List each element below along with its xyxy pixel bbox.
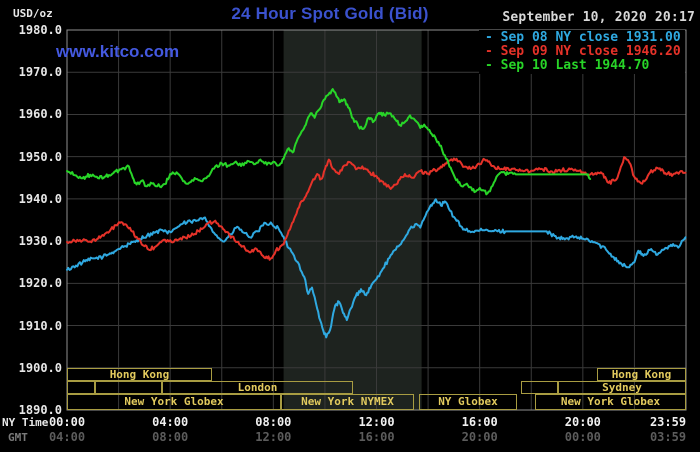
y-tick-label: 1940.0 xyxy=(18,191,62,206)
x-tick-gmt: 03:59 xyxy=(649,430,687,444)
price-line-sep-10-last xyxy=(66,88,592,196)
session-box xyxy=(95,381,162,394)
session-box xyxy=(67,381,95,394)
session-box-new-york-globex: New York Globex xyxy=(67,394,281,410)
y-tick-label: 1920.0 xyxy=(18,276,62,291)
legend-label: Sep 08 NY close 1931.00 xyxy=(500,30,681,45)
session-box-new-york-nymex: New York NYMEX xyxy=(281,394,414,410)
x-tick-gmt: 04:00 xyxy=(48,430,86,444)
y-tick-label: 1950.0 xyxy=(18,149,62,164)
kitco-watermark-link[interactable]: www.kitco.com xyxy=(56,42,180,61)
session-box-sydney: Sydney xyxy=(558,381,686,394)
x-tick-ny-time: 04:00 xyxy=(152,415,189,429)
x-tick-gmt: 16:00 xyxy=(358,430,395,444)
chart-title: 24 Hour Spot Gold (Bid) xyxy=(231,4,429,23)
legend-label: Sep 10 Last 1944.70 xyxy=(500,58,650,73)
x-tick-ny-time: 08:00 xyxy=(255,415,292,429)
session-box xyxy=(521,381,558,394)
y-tick-label: 1890.0 xyxy=(18,403,62,417)
y-axis-unit-label: USD/oz xyxy=(13,7,53,20)
x-tick-ny-time: 12:00 xyxy=(358,415,395,429)
x-tick-ny-time: 23:59 xyxy=(649,415,687,429)
x-axis-name-gmt: GMT xyxy=(8,431,28,444)
chart-datetime: September 10, 2020 20:17 xyxy=(502,10,695,25)
legend-dash-icon: - xyxy=(485,44,501,59)
price-line-sep-08-ny-close xyxy=(66,198,687,339)
x-axis-name-ny-time: NY Time xyxy=(2,416,49,429)
x-tick-ny-time: 20:00 xyxy=(564,415,601,429)
y-tick-label: 1910.0 xyxy=(18,318,62,333)
legend: - Sep 08 NY close 1931.00- Sep 09 NY clo… xyxy=(479,30,685,74)
y-tick-label: 1960.0 xyxy=(18,107,62,122)
x-tick-gmt: 20:00 xyxy=(461,430,498,444)
legend-dash-icon: - xyxy=(485,58,501,73)
plot-border xyxy=(66,29,687,411)
legend-item: - Sep 10 Last 1944.70 xyxy=(485,59,681,73)
session-box-new-york-globex: New York Globex xyxy=(535,394,686,410)
x-tick-gmt: 12:00 xyxy=(255,430,292,444)
session-box-london: London xyxy=(162,381,353,394)
y-tick-label: 1970.0 xyxy=(18,65,62,80)
x-tick-ny-time: 16:00 xyxy=(461,415,498,429)
session-box-hong-kong: Hong Kong xyxy=(67,368,212,381)
nymex-session-band xyxy=(283,30,422,410)
y-tick-label: 1980.0 xyxy=(18,23,62,37)
x-tick-gmt: 08:00 xyxy=(152,430,189,444)
x-tick-ny-time: 00:00 xyxy=(48,415,86,429)
y-tick-label: 1900.0 xyxy=(18,360,62,375)
x-tick-gmt: 00:00 xyxy=(564,430,601,444)
session-box-ny-globex: NY Globex xyxy=(419,394,517,410)
session-box-hong-kong: Hong Kong xyxy=(597,368,686,381)
y-tick-label: 1930.0 xyxy=(18,234,62,249)
legend-item: - Sep 09 NY close 1946.20 xyxy=(485,45,681,59)
legend-dash-icon: - xyxy=(485,30,501,45)
legend-label: Sep 09 NY close 1946.20 xyxy=(500,44,681,59)
legend-item: - Sep 08 NY close 1931.00 xyxy=(485,31,681,45)
